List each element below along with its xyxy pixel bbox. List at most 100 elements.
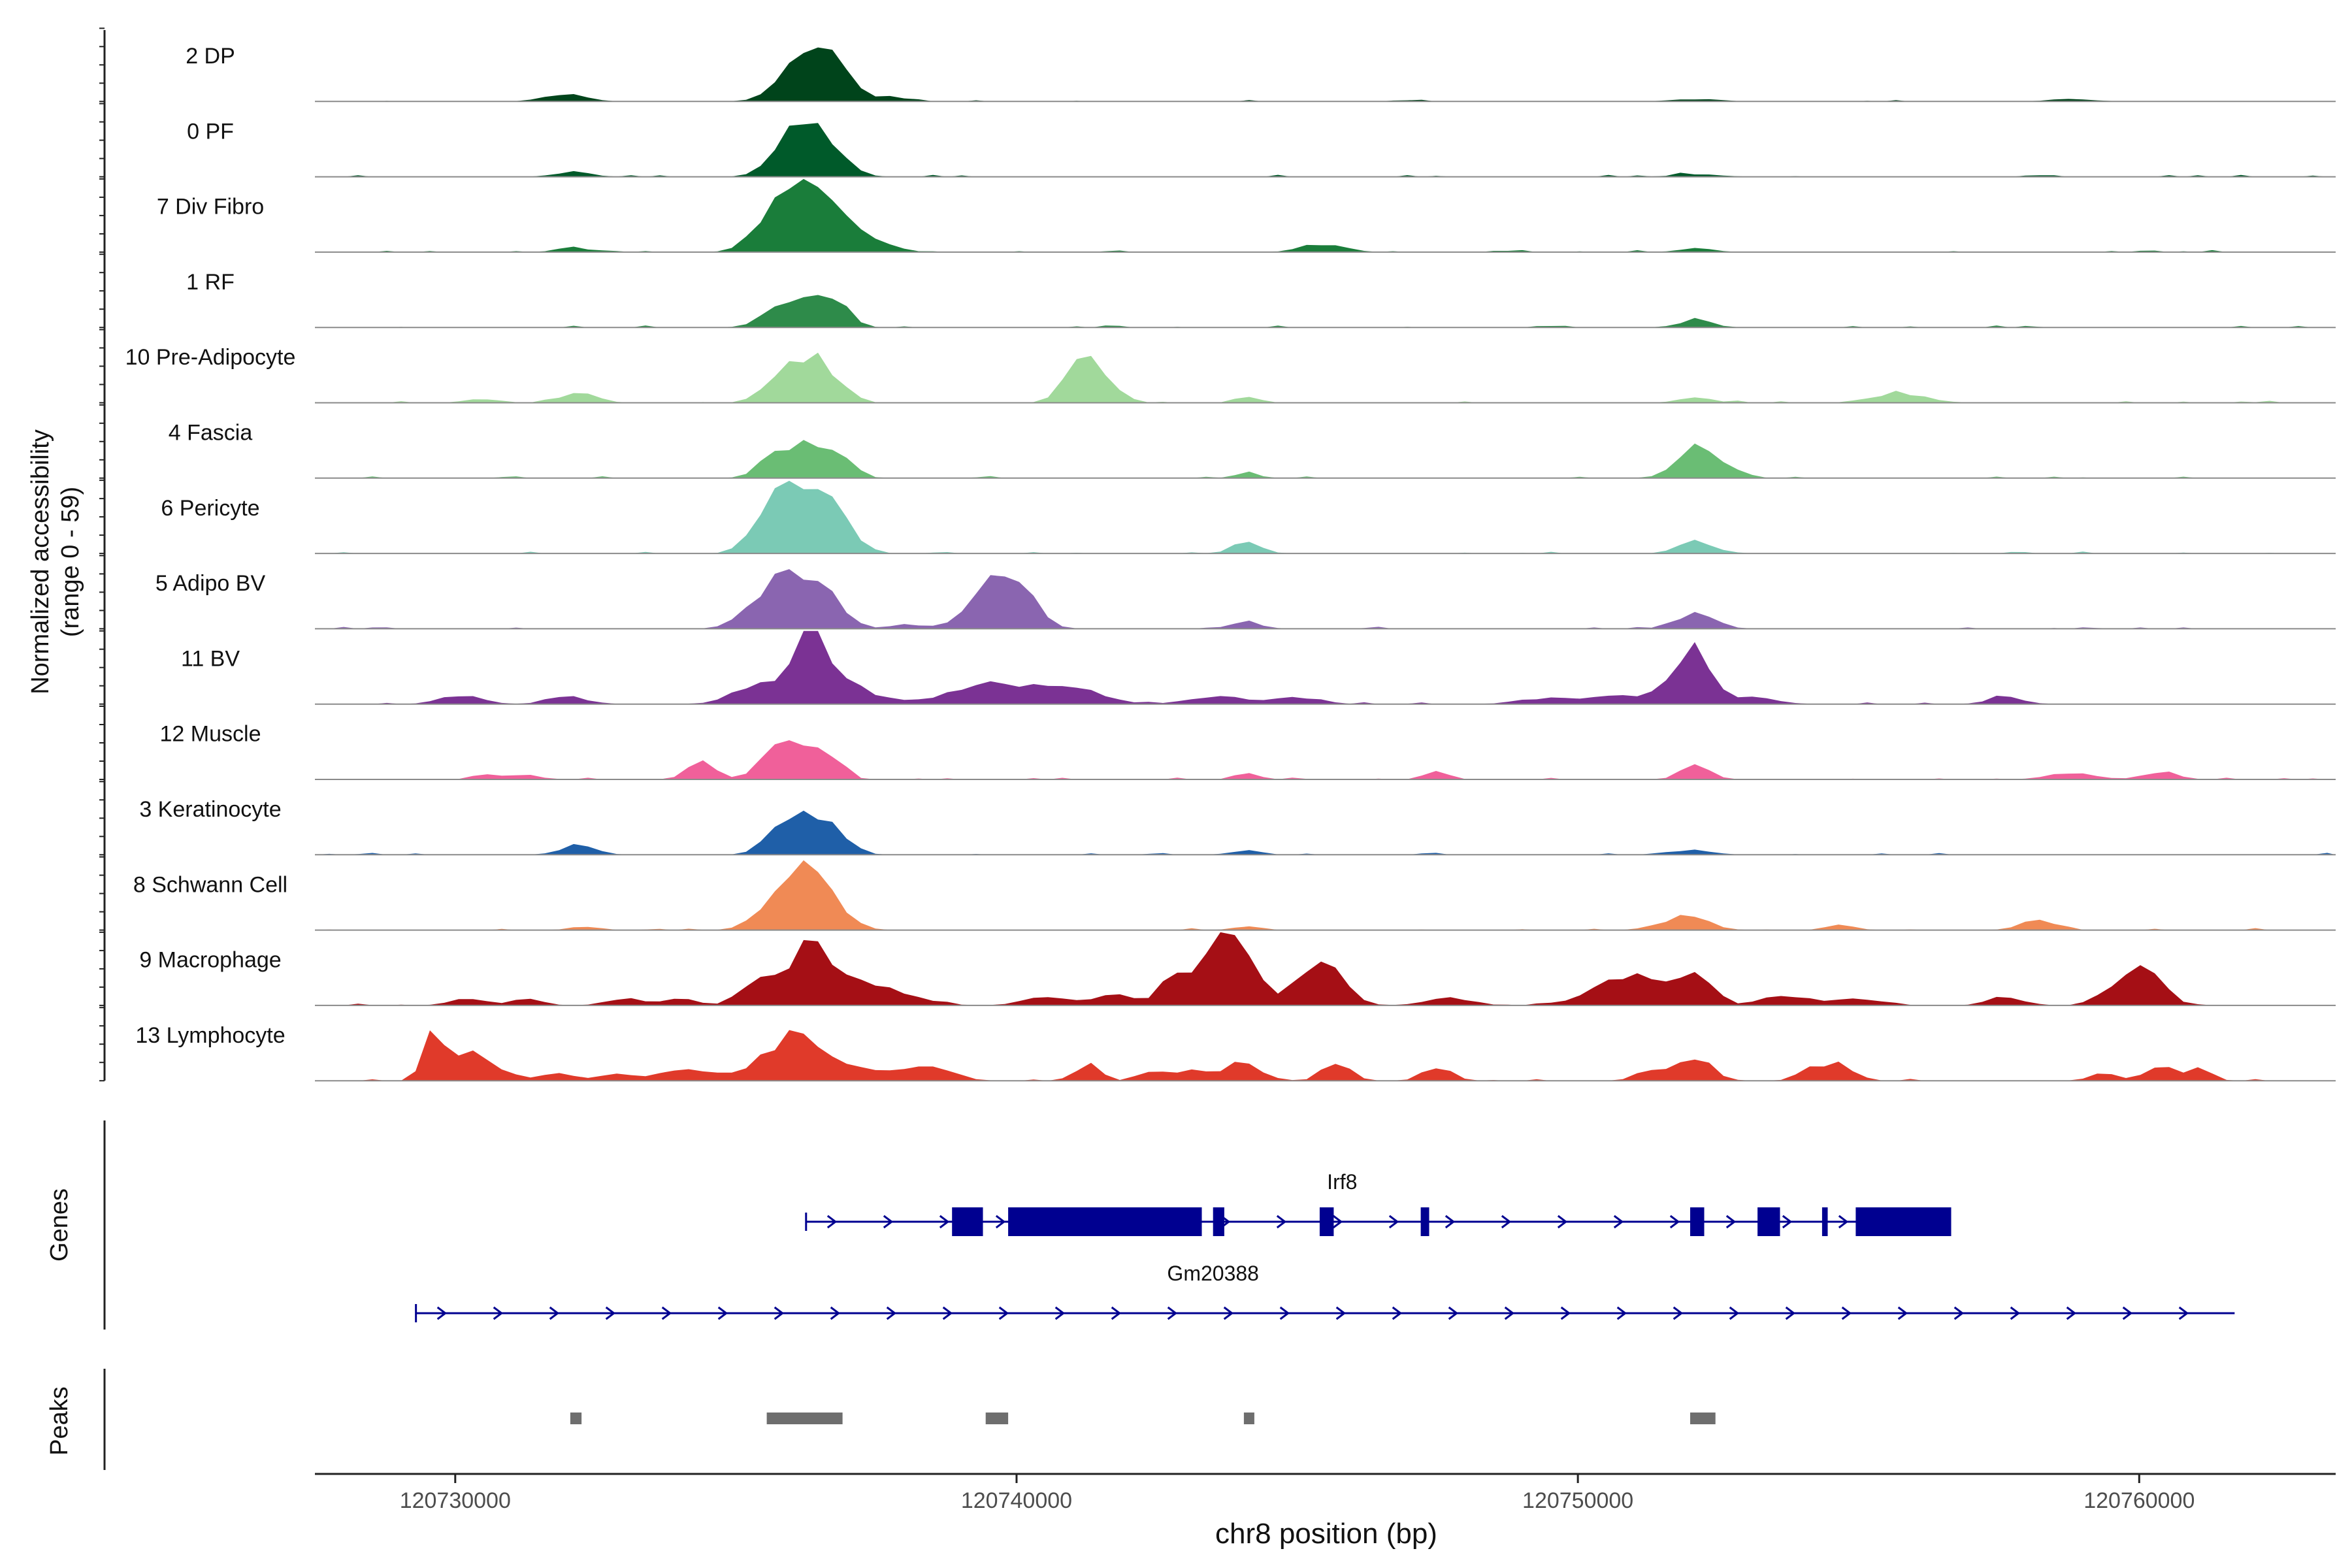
strand-arrow	[661, 1306, 672, 1320]
track-2: 0 PF	[187, 119, 2336, 178]
coverage-area	[315, 352, 2336, 403]
peak-region	[766, 1413, 843, 1424]
strand-arrow	[2010, 1306, 2021, 1320]
strand-arrow	[1279, 1306, 1290, 1320]
track-9: 11 BV	[181, 630, 2336, 705]
exon	[1757, 1207, 1780, 1236]
track-label: 13 Lymphocyte	[135, 1023, 285, 1048]
strand-arrow	[1669, 1215, 1680, 1229]
coverage-area	[315, 932, 2336, 1005]
y-axis-range-label: (range 0 - 59)	[57, 487, 84, 637]
track-14: 13 Lymphocyte	[135, 1023, 2336, 1082]
gene-label: Irf8	[1327, 1170, 1357, 1194]
exon	[1690, 1207, 1705, 1236]
strand-arrow	[774, 1306, 785, 1320]
exon	[1319, 1207, 1334, 1236]
strand-arrow	[942, 1306, 953, 1320]
y-axis-title: Normalized accessibility	[27, 429, 54, 694]
peak-region	[1243, 1413, 1254, 1424]
strand-arrow	[2066, 1306, 2077, 1320]
strand-arrow	[826, 1215, 838, 1229]
strand-arrow	[2178, 1306, 2189, 1320]
strand-arrow	[1111, 1306, 1122, 1320]
x-tick-label: 120760000	[2083, 1488, 2195, 1513]
coverage-area	[315, 860, 2336, 930]
strand-arrow	[436, 1306, 448, 1320]
track-11: 3 Keratinocyte	[139, 797, 2336, 856]
coverage-area	[315, 630, 2336, 704]
exon	[952, 1207, 983, 1236]
strand-arrow	[1167, 1306, 1178, 1320]
peak-region	[570, 1413, 582, 1424]
track-8: 5 Adipo BV	[155, 569, 2336, 630]
exon	[1420, 1207, 1429, 1236]
strand-arrow	[1054, 1306, 1066, 1320]
strand-arrow	[549, 1306, 560, 1320]
track-label: 2 DP	[186, 44, 235, 69]
x-tick-label: 120730000	[400, 1488, 511, 1513]
coverage-area	[315, 123, 2336, 177]
x-axis-title: chr8 position (bp)	[1215, 1518, 1437, 1550]
genes-track: Irf8 Gm20388	[103, 1120, 2235, 1330]
strand-arrow	[1616, 1306, 1627, 1320]
peak-region	[1690, 1413, 1716, 1424]
peaks-panel-label: Peaks	[46, 1386, 73, 1456]
strand-arrow	[1332, 1215, 1343, 1229]
strand-arrow	[1838, 1215, 1849, 1229]
strand-arrow	[883, 1215, 894, 1229]
track-10: 12 Muscle	[160, 722, 2336, 780]
strand-arrow	[717, 1306, 728, 1320]
exon	[1008, 1207, 1202, 1236]
track-label: 8 Schwann Cell	[133, 872, 287, 897]
coverage-area	[315, 740, 2336, 779]
strand-arrow	[2122, 1306, 2133, 1320]
strand-arrow	[1725, 1215, 1737, 1229]
strand-arrow	[1841, 1306, 1852, 1320]
track-12: 8 Schwann Cell	[133, 860, 2336, 931]
strand-arrow	[1335, 1306, 1347, 1320]
strand-arrow	[1392, 1306, 1403, 1320]
coverage-area	[315, 480, 2336, 554]
strand-arrow	[1501, 1215, 1512, 1229]
x-tick-label: 120740000	[961, 1488, 1072, 1513]
strand-arrow	[998, 1306, 1009, 1320]
coverage-area	[315, 295, 2336, 328]
coverage-tracks: 2 DP 0 PF 7 Div Fibro 1 RF 10 Pre-Adipocyte 4…	[125, 44, 2336, 1082]
gene-Gm20388: Gm20388	[415, 1262, 2235, 1322]
genes-panel-label: Genes	[46, 1188, 73, 1262]
track-label: 5 Adipo BV	[155, 571, 266, 596]
track-label: 4 Fascia	[169, 421, 253, 446]
coverage-area	[315, 178, 2336, 252]
coverage-area	[315, 440, 2336, 478]
strand-arrow	[1557, 1215, 1568, 1229]
strand-arrow	[1445, 1215, 1456, 1229]
x-axis: 120730000 120740000 120750000 120760000	[315, 1473, 2336, 1513]
strand-arrow	[1223, 1306, 1234, 1320]
exon	[1821, 1207, 1828, 1236]
track-label: 6 Pericyte	[161, 496, 259, 521]
peaks-track	[103, 1369, 1716, 1470]
strand-arrow	[1560, 1306, 1571, 1320]
track-13: 9 Macrophage	[139, 932, 2336, 1006]
strand-arrow	[1448, 1306, 1459, 1320]
peak-region	[985, 1413, 1009, 1424]
track-label: 3 Keratinocyte	[139, 797, 281, 822]
coverage-area	[315, 810, 2336, 855]
strand-arrow	[939, 1215, 950, 1229]
strand-arrow	[1953, 1306, 1965, 1320]
strand-arrow	[830, 1306, 841, 1320]
track-1: 2 DP	[186, 44, 2336, 103]
strand-arrow	[1388, 1215, 1399, 1229]
track-6: 4 Fascia	[169, 421, 2336, 479]
coverage-area	[315, 47, 2336, 102]
track-5: 10 Pre-Adipocyte	[125, 345, 2336, 404]
exon	[1855, 1207, 1952, 1236]
strand-arrow	[1613, 1215, 1624, 1229]
track-7: 6 Pericyte	[161, 480, 2336, 555]
track-3: 7 Div Fibro	[157, 178, 2336, 253]
strand-arrow	[1504, 1306, 1515, 1320]
strand-arrow	[1673, 1306, 1684, 1320]
track-label: 11 BV	[181, 646, 240, 671]
track-label: 9 Macrophage	[139, 948, 281, 973]
